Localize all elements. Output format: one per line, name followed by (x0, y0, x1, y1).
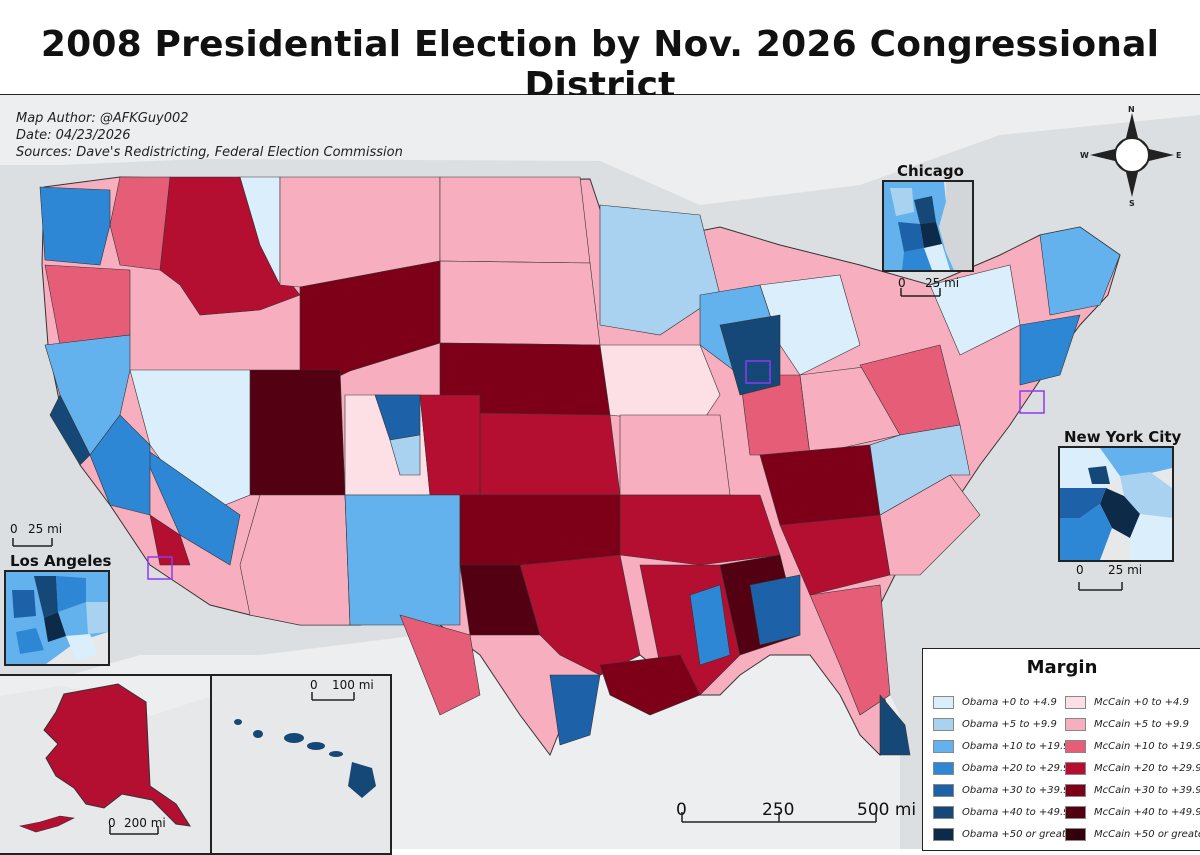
legend-item-obama-0: Obama +0 to +4.9 (933, 695, 1057, 709)
legend-item-obama-1: Obama +5 to +9.9 (933, 717, 1057, 731)
legend-swatch (1065, 739, 1086, 753)
legend-label: Obama +40 to +49.9 (962, 806, 1070, 818)
legend-item-mccain-3: McCain +20 to +29.9 (1065, 761, 1200, 775)
legend-swatch (1065, 695, 1086, 709)
legend-label: Obama +5 to +9.9 (962, 718, 1057, 730)
map-credits: Map Author: @AFKGuy002 Date: 04/23/2026 … (16, 110, 403, 161)
legend-label: Obama +10 to +19.9 (962, 740, 1070, 752)
alaska-inset[interactable]: 0 200 mi (0, 674, 214, 855)
date-credit: Date: 04/23/2026 (16, 128, 131, 143)
legend-item-obama-5: Obama +40 to +49.9 (933, 805, 1070, 819)
legend-item-mccain-0: McCain +0 to +4.9 (1065, 695, 1189, 709)
us-map[interactable] (0, 95, 1200, 849)
la-inset-map (6, 572, 108, 664)
legend-item-mccain-6: McCain +50 or greater (1065, 827, 1200, 841)
main-scale-max: 500 mi (857, 800, 917, 820)
legend-item-obama-3: Obama +20 to +29.9 (933, 761, 1070, 775)
chicago-scale-value: 25 mi (925, 276, 960, 290)
legend-label: McCain +0 to +4.9 (1094, 696, 1189, 708)
map-frame[interactable]: N S E W 0 250 500 mi (0, 95, 1200, 849)
hawaii-inset[interactable]: 0 100 mi (210, 674, 392, 855)
la-inset[interactable] (4, 570, 110, 666)
compass-south-label: S (1129, 199, 1135, 208)
main-scale-mid: 250 (762, 800, 795, 820)
legend-item-mccain-4: McCain +30 to +39.9 (1065, 783, 1200, 797)
district-shapes[interactable] (39, 176, 1121, 756)
margin-legend: Margin Obama +0 to +4.9 Obama +5 to +9.9… (922, 648, 1200, 851)
legend-swatch (933, 739, 954, 753)
nyc-scale-value: 25 mi (1108, 563, 1143, 577)
legend-label: McCain +40 to +49.9 (1094, 806, 1200, 818)
alaska-scale-zero: 0 (108, 816, 116, 830)
legend-swatch (933, 805, 954, 819)
la-locator[interactable] (147, 556, 173, 580)
nyc-inset[interactable] (1058, 446, 1174, 562)
alaska-inset-map (0, 676, 212, 853)
legend-swatch (1065, 783, 1086, 797)
chicago-scale-zero: 0 (898, 276, 906, 290)
legend-label: McCain +10 to +19.9 (1094, 740, 1200, 752)
nyc-inset-title: New York City (1064, 428, 1182, 446)
legend-label: McCain +20 to +29.9 (1094, 762, 1200, 774)
la-scale-value: 25 mi (28, 522, 63, 536)
chicago-inset[interactable] (882, 180, 974, 272)
legend-swatch (1065, 717, 1086, 731)
legend-item-obama-4: Obama +30 to +39.9 (933, 783, 1070, 797)
legend-swatch (933, 783, 954, 797)
legend-swatch (933, 695, 954, 709)
legend-label: Obama +30 to +39.9 (962, 784, 1070, 796)
legend-swatch (1065, 805, 1086, 819)
main-scale-zero: 0 (676, 800, 687, 820)
legend-swatch (933, 717, 954, 731)
main-scale-bar (681, 812, 877, 823)
legend-item-mccain-2: McCain +10 to +19.9 (1065, 739, 1200, 753)
nyc-locator[interactable] (1019, 390, 1045, 414)
chicago-scale-bar (900, 288, 941, 297)
la-scale-zero: 0 (10, 522, 18, 536)
legend-swatch (933, 761, 954, 775)
nyc-scale-bar (1078, 582, 1123, 591)
hawaii-scale-value: 100 mi (332, 678, 374, 692)
legend-label: Obama +20 to +29.9 (962, 762, 1070, 774)
compass-east-label: E (1176, 151, 1182, 160)
author-credit: Map Author: @AFKGuy002 (16, 111, 189, 126)
legend-label: McCain +30 to +39.9 (1094, 784, 1200, 796)
alaska-scale-value: 200 mi (124, 816, 166, 830)
legend-item-mccain-1: McCain +5 to +9.9 (1065, 717, 1189, 731)
la-inset-title: Los Angeles (10, 552, 112, 570)
legend-item-obama-6: Obama +50 or greater (933, 827, 1076, 841)
hawaii-inset-map (212, 676, 390, 853)
compass-rose-icon (1090, 113, 1174, 197)
chicago-locator[interactable] (745, 360, 771, 384)
map-title: 2008 Presidential Election by Nov. 2026 … (40, 24, 1160, 106)
nyc-inset-map (1060, 448, 1172, 560)
title-bar: 2008 Presidential Election by Nov. 2026 … (0, 0, 1200, 106)
legend-label: McCain +50 or greater (1094, 828, 1200, 840)
nyc-scale-zero: 0 (1076, 563, 1084, 577)
legend-label: Obama +50 or greater (962, 828, 1077, 840)
hawaii-scale-zero: 0 (310, 678, 318, 692)
chicago-inset-map (884, 182, 972, 270)
la-scale-bar (12, 538, 53, 547)
legend-label: McCain +5 to +9.9 (1094, 718, 1189, 730)
legend-swatch (1065, 761, 1086, 775)
legend-item-obama-2: Obama +10 to +19.9 (933, 739, 1070, 753)
compass-west-label: W (1080, 151, 1089, 160)
sources-credit: Sources: Dave's Redistricting, Federal E… (16, 145, 403, 160)
chicago-inset-title: Chicago (897, 162, 964, 180)
legend-label: Obama +0 to +4.9 (962, 696, 1057, 708)
legend-swatch (1065, 827, 1086, 841)
legend-title: Margin (1026, 657, 1098, 678)
compass-north-label: N (1128, 105, 1135, 114)
legend-item-mccain-5: McCain +40 to +49.9 (1065, 805, 1200, 819)
legend-swatch (933, 827, 954, 841)
